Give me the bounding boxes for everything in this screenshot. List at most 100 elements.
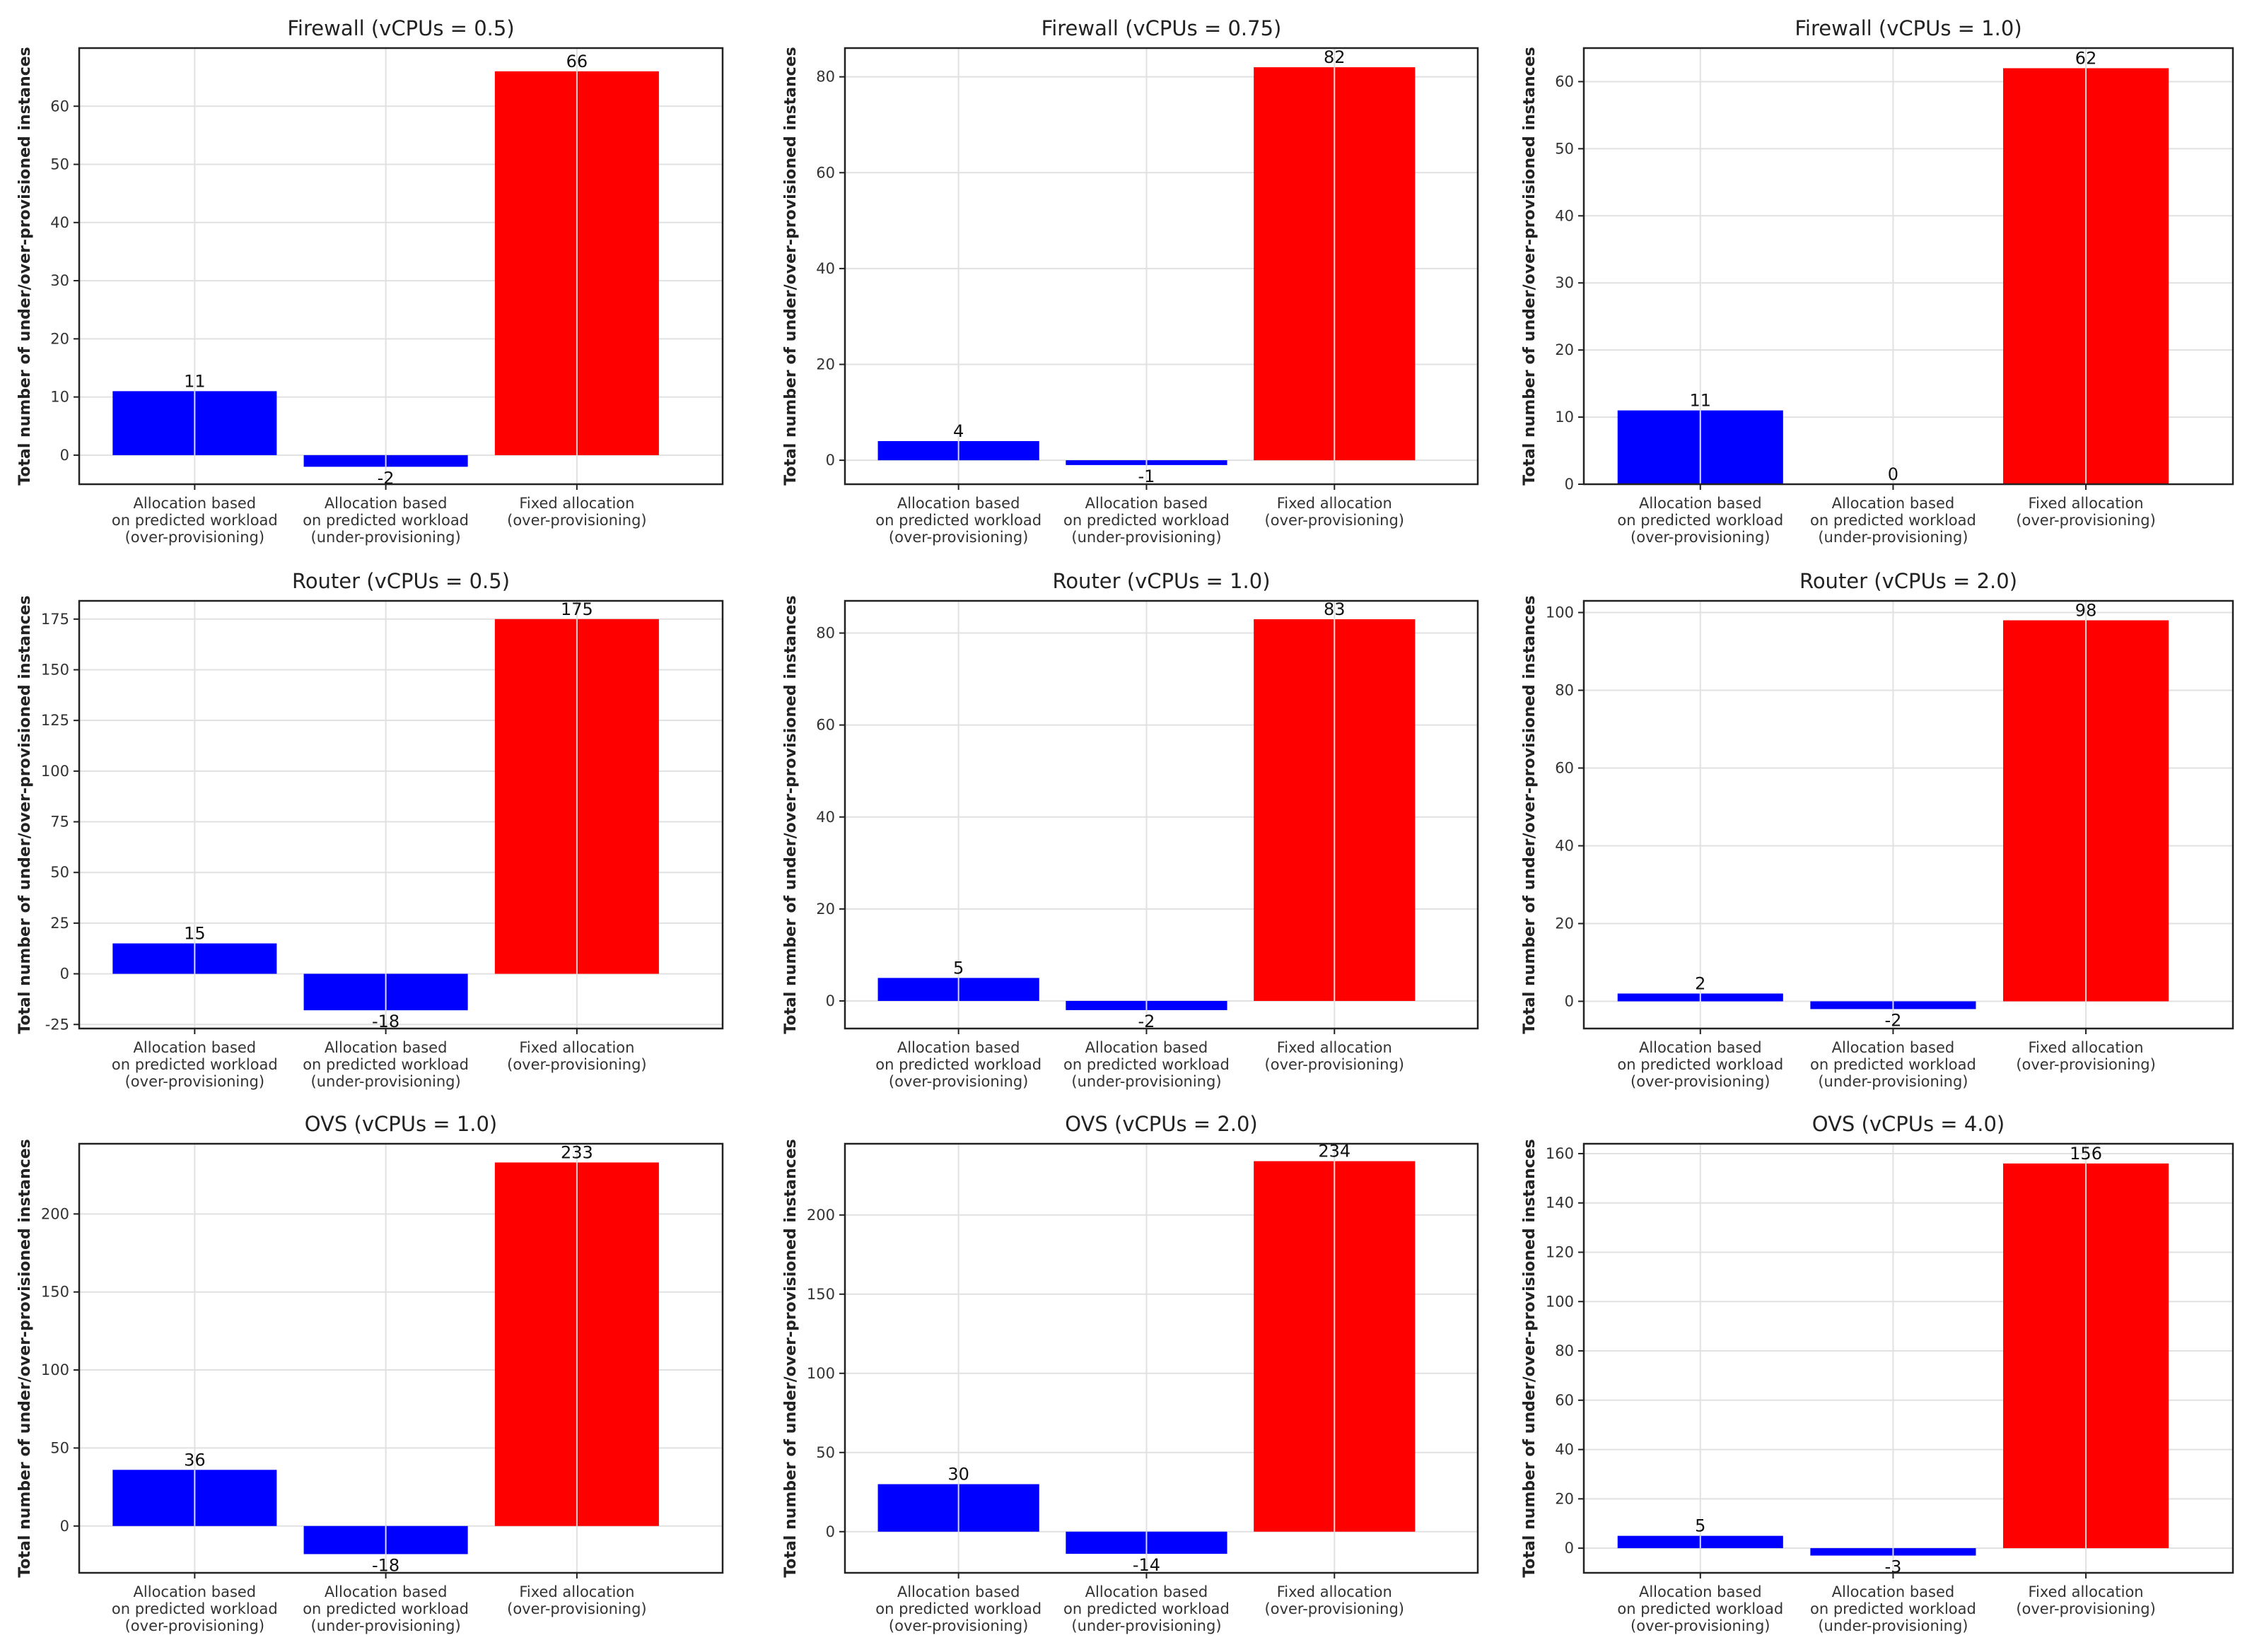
- x-tick-label: Allocation based on predicted workload (ov…: [112, 1583, 278, 1634]
- x-tick-label-line: (under-provisioning): [1071, 529, 1221, 546]
- x-tick-label-line: Allocation based: [1832, 1583, 1955, 1600]
- y-tick-label: 30: [50, 272, 69, 289]
- x-tick-label-line: on predicted workload: [112, 1056, 278, 1073]
- y-tick-label: 50: [816, 1444, 835, 1461]
- x-tick-label-line: on predicted workload: [1810, 1600, 1976, 1617]
- subplot-title: Router (vCPUs = 1.0): [1052, 569, 1270, 593]
- y-tick-label: -25: [45, 1016, 69, 1033]
- x-tick-label-line: on predicted workload: [1063, 1600, 1230, 1617]
- y-tick-label: 150: [41, 1284, 69, 1301]
- y-tick-label: 0: [1565, 993, 1574, 1010]
- plot-frame: [78, 47, 724, 486]
- x-tick-label-line: Allocation based: [1085, 1039, 1208, 1056]
- y-tick-label: 80: [1555, 682, 1574, 699]
- y-tick-label: 40: [816, 809, 835, 826]
- x-tick-label: Allocation based on predicted workload (ov…: [112, 495, 278, 546]
- x-tick-label-line: (over-provisioning): [1630, 1073, 1770, 1090]
- data-label: 83: [1324, 599, 1346, 619]
- subplot-1: Firewall (vCPUs = 0.5) 0 10 20 30 40 50 60 11 -2 6…: [16, 16, 724, 546]
- subplot-5: Router (vCPUs = 1.0) 0 20 40 60 80 5 -2 83 Alloca…: [782, 569, 1479, 1090]
- data-label: 4: [953, 421, 964, 441]
- x-tick-label-line: (over-provisioning): [1630, 529, 1770, 546]
- subplot-title: Firewall (vCPUs = 0.5): [287, 16, 514, 40]
- y-tick-label: 60: [816, 164, 835, 181]
- x-tick-label: Allocation based on predicted workload (un…: [1063, 1583, 1230, 1634]
- data-label: 15: [184, 924, 206, 944]
- x-tick-label-line: (under-provisioning): [1071, 1617, 1221, 1634]
- y-axis-label: Total number of under/over-provisioned i…: [16, 1139, 34, 1577]
- x-tick-label-line: (over-provisioning): [1630, 1617, 1770, 1634]
- subplot-title: OVS (vCPUs = 1.0): [305, 1112, 498, 1136]
- plot-frame: [844, 1142, 1479, 1574]
- data-label: -2: [378, 468, 395, 488]
- x-tick-label-line: (over-provisioning): [2016, 1600, 2155, 1617]
- x-tick-label-line: Fixed allocation: [519, 1583, 634, 1600]
- subplot-title: Firewall (vCPUs = 1.0): [1795, 16, 2021, 40]
- subplot-6: Router (vCPUs = 2.0) 0 20 40 60 80 100 2 -2 98 All…: [1521, 569, 2234, 1090]
- subplot-2: Firewall (vCPUs = 0.75) 0 20 40 60 80 4 -1 82 All…: [782, 16, 1479, 546]
- x-tick-label: Allocation based on predicted workload (un…: [1810, 495, 1976, 546]
- x-tick-label-line: Fixed allocation: [1277, 1039, 1392, 1056]
- x-tick-label-line: (over-provisioning): [125, 1617, 264, 1634]
- data-label: 11: [184, 371, 206, 391]
- subplot-7: OVS (vCPUs = 1.0)05010015020036-18233All…: [16, 1112, 724, 1634]
- y-tick-label: 200: [807, 1207, 835, 1224]
- y-tick-label: 40: [50, 214, 69, 231]
- plot-frame: [1582, 47, 2234, 486]
- x-tick-label: Allocation based on predicted workload (un…: [303, 1039, 469, 1090]
- x-tick-label: Allocation based on predicted workload (un…: [303, 1583, 469, 1634]
- y-tick-label: 160: [1546, 1145, 1574, 1162]
- x-tick-label-line: Allocation based: [1832, 1039, 1955, 1056]
- data-label: -2: [1138, 1012, 1155, 1031]
- y-tick-label: 120: [1546, 1243, 1574, 1260]
- x-tick-label-line: on predicted workload: [875, 1056, 1042, 1073]
- x-tick-label-line: on predicted workload: [1063, 1056, 1230, 1073]
- x-tick-label-line: on predicted workload: [1617, 1600, 1783, 1617]
- subplot-title: Router (vCPUs = 2.0): [1799, 569, 2017, 593]
- y-axis-label: Total number of under/over-provisioned i…: [782, 595, 800, 1033]
- x-tick-label: Fixed allocation (over-provisioning): [1265, 1583, 1404, 1617]
- y-tick-label: 150: [807, 1286, 835, 1303]
- x-tick-label: Allocation based on predicted workload (ov…: [1617, 495, 1783, 546]
- data-label: 62: [2075, 48, 2097, 68]
- x-tick-label-line: Allocation based: [134, 1039, 257, 1056]
- x-tick-label-line: (over-provisioning): [507, 1600, 646, 1617]
- x-tick-label: Fixed allocation (over-provisioning): [507, 1583, 646, 1617]
- x-tick-label-line: on predicted workload: [1810, 1056, 1976, 1073]
- x-tick-label-line: Allocation based: [325, 1583, 448, 1600]
- y-tick-label: 10: [50, 389, 69, 406]
- x-tick-label-line: Allocation based: [325, 1039, 448, 1056]
- x-tick-label-line: Allocation based: [1832, 495, 1955, 512]
- x-tick-label-line: on predicted workload: [303, 512, 469, 529]
- subplot-4: Router (vCPUs = 0.5) -25 0 25 50 75 100 125 150 1…: [16, 569, 724, 1090]
- data-label: 175: [561, 599, 593, 619]
- x-tick-label-line: (under-provisioning): [1818, 529, 1968, 546]
- data-label: -3: [1884, 1557, 1901, 1577]
- plot-frame: [1582, 599, 2234, 1030]
- y-axis-label: Total number of under/over-provisioned i…: [782, 47, 800, 485]
- data-label: 11: [1690, 391, 1712, 411]
- y-tick-label: 20: [50, 330, 69, 347]
- y-tick-label: 20: [1555, 915, 1574, 932]
- y-tick-label: 100: [1546, 604, 1574, 621]
- x-tick-label-line: Fixed allocation: [2029, 1583, 2144, 1600]
- data-label: 5: [1695, 1516, 1705, 1536]
- x-tick-label-line: Fixed allocation: [2029, 495, 2144, 512]
- x-tick-label-line: Allocation based: [1639, 1039, 1762, 1056]
- data-label: -1: [1138, 467, 1155, 486]
- x-tick-label-line: Fixed allocation: [1277, 1583, 1392, 1600]
- x-tick-label-line: Fixed allocation: [519, 1039, 634, 1056]
- x-tick-label-line: (over-provisioning): [889, 1617, 1028, 1634]
- plot-frame: [78, 599, 724, 1030]
- y-tick-label: 40: [1555, 207, 1574, 224]
- y-axis-label: Total number of under/over-provisioned i…: [1521, 47, 1539, 485]
- plot-frame: [844, 599, 1479, 1030]
- y-tick-label: 60: [1555, 73, 1574, 90]
- y-tick-label: 100: [1546, 1293, 1574, 1310]
- y-tick-label: 100: [807, 1365, 835, 1382]
- subplot-title: Router (vCPUs = 0.5): [292, 569, 510, 593]
- x-tick-label-line: (under-provisioning): [311, 529, 461, 546]
- data-label: 5: [953, 958, 964, 978]
- x-tick-label: Fixed allocation (over-provisioning): [1265, 1039, 1404, 1073]
- x-tick-label-line: (over-provisioning): [125, 1073, 264, 1090]
